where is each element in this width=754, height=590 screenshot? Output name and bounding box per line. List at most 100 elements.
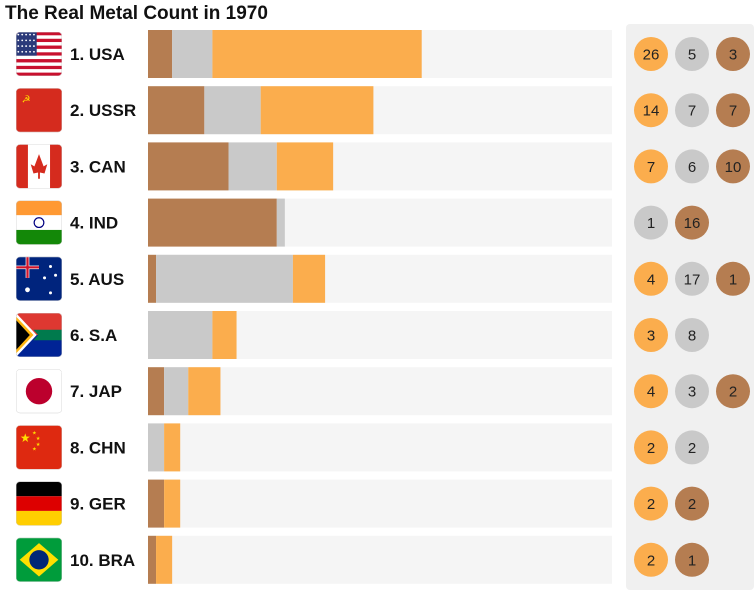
medal-count-label: 26 bbox=[643, 47, 660, 64]
bar-segment-gold bbox=[260, 86, 374, 135]
country-label: 8. CHN bbox=[70, 438, 126, 457]
svg-text:★: ★ bbox=[32, 446, 37, 452]
flag-ussr-icon: ☭ bbox=[16, 88, 62, 133]
medal-badge-silver: 6 bbox=[675, 149, 709, 184]
flag-japan-icon bbox=[16, 369, 62, 414]
country-label: 2. USSR bbox=[70, 101, 136, 120]
medal-badge-silver: 3 bbox=[675, 374, 709, 409]
medal-count-label: 2 bbox=[647, 440, 655, 457]
medal-badge-gold: 4 bbox=[634, 261, 668, 296]
bar-segment-silver bbox=[148, 311, 213, 359]
bar-segment-silver bbox=[164, 367, 189, 416]
svg-text:★: ★ bbox=[32, 431, 37, 437]
flag-india-icon bbox=[16, 200, 62, 245]
medal-bronze-icon bbox=[675, 486, 709, 521]
medal-gold-icon bbox=[634, 486, 668, 521]
medal-badge-gold: 26 bbox=[634, 37, 668, 71]
medal-badge-gold: 4 bbox=[634, 374, 668, 409]
bar-segment-gold bbox=[276, 142, 334, 191]
medal-gold-icon bbox=[634, 318, 668, 352]
medal-badge-gold: 7 bbox=[634, 149, 668, 184]
bar-segment-bronze bbox=[148, 142, 229, 191]
bar-segment-gold bbox=[292, 254, 326, 303]
flag-brazil-icon bbox=[16, 537, 62, 582]
bar-segment-bronze bbox=[148, 86, 205, 135]
medal-bronze-icon bbox=[716, 37, 750, 71]
country-label: 9. GER bbox=[70, 495, 126, 514]
bar-track bbox=[148, 367, 612, 416]
flag-germany-icon bbox=[16, 481, 62, 526]
medal-count-label: 6 bbox=[688, 159, 696, 176]
medal-silver-icon bbox=[675, 374, 709, 409]
medal-count-label: 4 bbox=[647, 271, 655, 288]
svg-text:★: ★ bbox=[36, 442, 41, 448]
medal-badge-silver: 17 bbox=[675, 261, 709, 296]
svg-text:★: ★ bbox=[36, 436, 41, 442]
svg-text:★: ★ bbox=[20, 431, 31, 445]
bar-segment-gold bbox=[156, 535, 173, 584]
svg-text:☭: ☭ bbox=[22, 94, 31, 105]
country-label: 1. USA bbox=[70, 45, 125, 64]
medal-badge-bronze: 1 bbox=[716, 261, 750, 296]
bar-segment-gold bbox=[212, 311, 237, 359]
bar-track bbox=[148, 535, 612, 584]
medal-badge-bronze: 2 bbox=[675, 486, 709, 521]
medal-gold-icon bbox=[634, 374, 668, 409]
medal-badge-bronze: 1 bbox=[675, 542, 709, 577]
medal-badge-silver: 7 bbox=[675, 93, 709, 128]
medal-gold-icon bbox=[634, 430, 668, 465]
medal-count-label: 17 bbox=[684, 271, 701, 288]
bar-segment-silver bbox=[156, 254, 293, 303]
medal-silver-icon bbox=[675, 93, 709, 128]
flag-china-icon: ★ ★★★★ bbox=[16, 425, 62, 470]
bar-segment-bronze bbox=[148, 198, 277, 247]
medal-bronze-icon bbox=[716, 149, 750, 184]
medal-badge-bronze: 7 bbox=[716, 93, 750, 128]
medal-badge-bronze: 10 bbox=[716, 149, 750, 184]
medal-count-label: 14 bbox=[643, 103, 660, 120]
medal-badge-silver: 5 bbox=[675, 37, 709, 71]
medal-count-label: 2 bbox=[688, 496, 696, 513]
medal-bronze-icon bbox=[675, 542, 709, 577]
bar-segment-bronze bbox=[148, 254, 157, 303]
medal-gold-icon bbox=[634, 37, 668, 71]
medal-count-label: 7 bbox=[729, 103, 737, 120]
medal-silver-icon bbox=[675, 37, 709, 71]
medal-count-label: 2 bbox=[647, 552, 655, 569]
medal-gold-icon bbox=[634, 149, 668, 184]
bar-segment-silver bbox=[148, 423, 165, 472]
chart-title: The Real Metal Count in 1970 bbox=[5, 3, 268, 24]
medal-count-label: 8 bbox=[688, 328, 696, 345]
bar-track bbox=[148, 423, 612, 472]
bar-segment-silver bbox=[276, 198, 285, 247]
bar-segment-silver bbox=[204, 86, 261, 135]
country-label: 3. CAN bbox=[70, 157, 126, 176]
medal-silver-icon bbox=[675, 318, 709, 352]
medal-badge-silver: 1 bbox=[634, 205, 668, 240]
medal-gold-icon bbox=[634, 261, 668, 296]
bar-track bbox=[148, 479, 612, 528]
medal-count-label: 16 bbox=[684, 215, 701, 232]
medal-gold-icon bbox=[634, 93, 668, 128]
medal-count-label: 10 bbox=[725, 159, 742, 176]
medal-badge-gold: 2 bbox=[634, 486, 668, 521]
medal-badge-gold: 14 bbox=[634, 93, 668, 128]
country-label: 7. JAP bbox=[70, 382, 122, 401]
bar-segment-bronze bbox=[148, 479, 165, 528]
medal-silver-icon bbox=[675, 149, 709, 184]
country-label: 6. S.A bbox=[70, 326, 117, 345]
medal-badge-bronze: 16 bbox=[675, 205, 709, 240]
bar-segment-silver bbox=[228, 142, 277, 191]
medal-silver-icon bbox=[675, 261, 709, 296]
bar-segment-gold bbox=[212, 30, 422, 78]
medal-badge-bronze: 3 bbox=[716, 37, 750, 71]
medal-count-label: 3 bbox=[647, 328, 655, 345]
medal-badge-bronze: 2 bbox=[716, 374, 750, 409]
country-label: 5. AUS bbox=[70, 270, 124, 289]
bar-segment-gold bbox=[164, 423, 181, 472]
medal-bronze-icon bbox=[716, 261, 750, 296]
medal-badge-gold: 2 bbox=[634, 542, 668, 577]
medal-count-label: 2 bbox=[647, 496, 655, 513]
flag-south-africa-icon bbox=[16, 313, 62, 357]
